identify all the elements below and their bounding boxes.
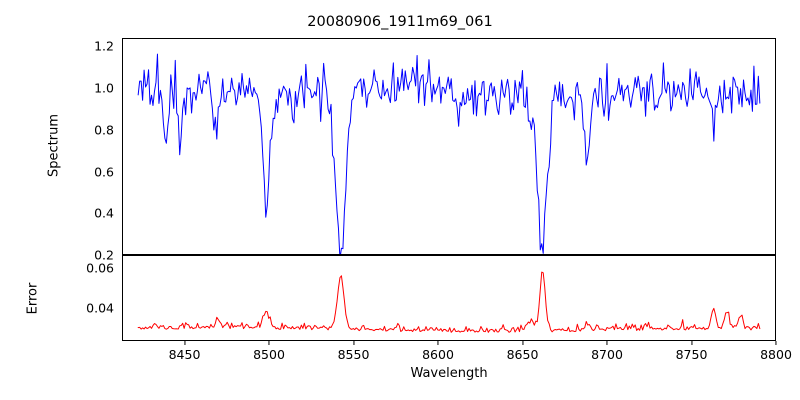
y-tick-label: 0.8 (94, 122, 114, 138)
figure-title: 20080906_1911m69_061 (307, 14, 493, 30)
y-axis-label-error: Error (25, 282, 41, 315)
x-tick-label: 8500 (253, 347, 285, 362)
x-tick-mark (521, 341, 524, 345)
x-tick-label: 8800 (760, 347, 792, 362)
x-tick-label: 8450 (168, 347, 201, 362)
y-tick-labels-error: 0.04 0.06 (70, 255, 114, 341)
y-tick-label: 0.06 (86, 260, 114, 276)
x-tick-mark (775, 341, 777, 345)
y-tick-label: 1.2 (94, 38, 114, 54)
x-tick-label: 8650 (506, 347, 539, 362)
x-tick-label: 8600 (422, 347, 454, 362)
y-tick-label: 0.4 (94, 205, 114, 221)
x-tick-mark (352, 341, 355, 345)
x-axis-label: Wavelength (410, 366, 488, 381)
y-tick-label: 1.0 (94, 80, 114, 96)
y-tick-label: 0.04 (86, 300, 114, 316)
x-tick-label: 8750 (675, 347, 708, 362)
x-tick-mark (268, 341, 270, 345)
y-tick-label: 0.6 (94, 164, 114, 180)
spectrum-line-series (123, 39, 775, 254)
y-tick-labels-spectrum: 0.2 0.4 0.6 0.8 1.0 1.2 (70, 38, 114, 263)
x-tick-label: 8700 (591, 347, 623, 362)
x-tick-mark (690, 341, 693, 345)
x-tick-mark (437, 341, 439, 345)
x-tick-labels: 8450 8500 8550 8600 8650 8700 8750 8800 (122, 347, 792, 365)
x-tick-marks (122, 341, 777, 345)
x-tick-mark (606, 341, 608, 345)
x-tick-mark (183, 341, 186, 345)
x-tick-label: 8550 (337, 347, 370, 362)
y-tick-label: 0.2 (94, 247, 114, 263)
error-plot-area (122, 255, 776, 341)
y-axis-label-spectrum: Spectrum (46, 114, 62, 177)
spectrum-plot-area (122, 38, 776, 255)
error-line-series (123, 256, 775, 340)
